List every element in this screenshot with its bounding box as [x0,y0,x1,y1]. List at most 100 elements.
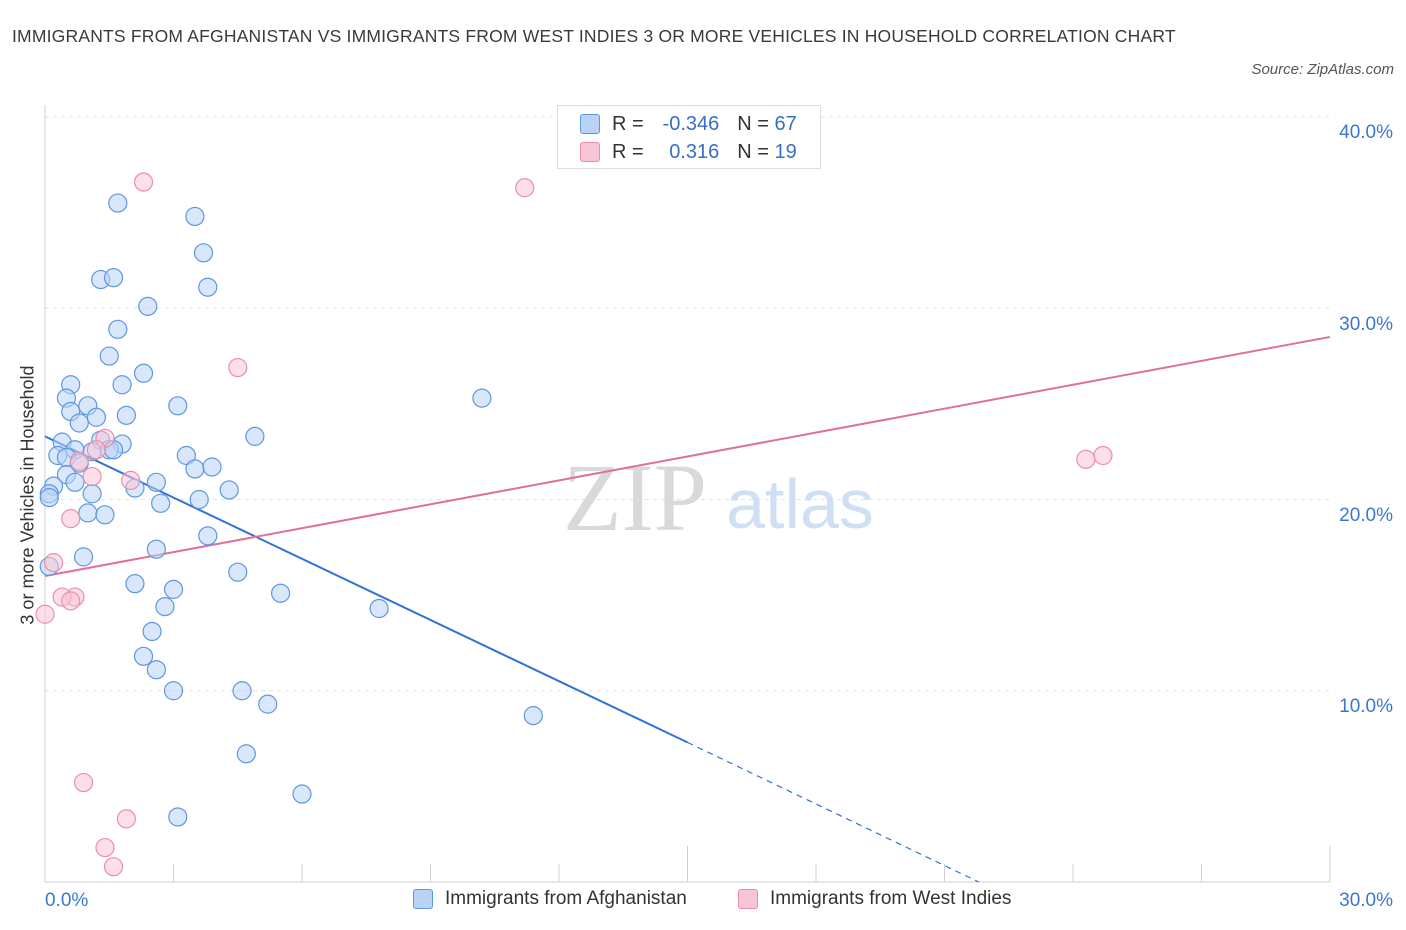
point-afghanistan [86,407,107,427]
point-west-indies [69,451,89,471]
point-afghanistan [108,319,128,339]
legend-row-afghanistan: R = -0.346 N = 67 [580,112,797,136]
gridlines [45,116,1330,692]
point-west-indies [133,172,154,192]
point-afghanistan [198,277,218,297]
legend-swatch-blue [413,889,433,909]
correlation-legend: R = -0.346 N = 67 R = 0.316 N = 19 [557,105,821,169]
point-afghanistan [125,574,145,594]
x-tick-label: 30.0% [1339,890,1393,911]
legend-n-label: N = [737,112,769,135]
point-afghanistan [133,646,154,666]
point-west-indies [43,553,64,573]
trend-line-afghanistan-extension [687,741,980,883]
trend-line-west-indies [44,335,1331,577]
legend-swatch-blue [580,114,600,134]
point-afghanistan [112,375,132,395]
point-west-indies [35,604,55,624]
point-afghanistan [168,396,188,416]
legend-n-value: 19 [774,140,797,163]
legend-n-value: 67 [774,112,797,135]
point-afghanistan [103,268,124,288]
point-afghanistan [146,660,166,680]
point-afghanistan [73,547,94,567]
point-afghanistan [69,413,89,433]
legend-row-west-indies: R = 0.316 N = 19 [580,140,797,164]
series-legend-afghanistan[interactable]: Immigrants from Afghanistan [413,888,687,910]
point-afghanistan [163,681,184,701]
point-afghanistan [219,480,239,500]
point-west-indies [86,440,107,460]
point-afghanistan [193,243,214,263]
point-afghanistan [523,706,543,726]
point-west-indies [61,509,81,529]
point-afghanistan [151,493,171,513]
y-tick-label: 20.0% [1339,505,1393,526]
point-afghanistan [198,526,218,546]
y-tick-label: 40.0% [1339,122,1393,143]
point-west-indies [95,837,115,858]
point-afghanistan [78,503,98,523]
watermark-atlas: atlas [726,465,874,543]
point-afghanistan [270,583,291,603]
point-afghanistan [155,596,175,617]
point-west-indies [228,357,248,378]
point-afghanistan [146,539,166,559]
point-afghanistan [292,784,312,804]
legend-r-value: -0.346 [662,112,720,135]
watermark-zip: ZIP [563,444,707,551]
point-afghanistan [108,193,128,213]
series-legend-west-indies[interactable]: Immigrants from West Indies [738,888,1011,910]
point-afghanistan [65,472,85,492]
point-afghanistan [95,505,115,525]
legend-r-value: 0.316 [669,140,720,163]
point-afghanistan [472,388,492,408]
point-afghanistan [168,807,188,827]
point-afghanistan [185,459,205,479]
point-west-indies [73,772,94,793]
point-afghanistan [202,457,222,477]
point-afghanistan [189,489,209,510]
y-tick-label: 30.0% [1339,314,1393,335]
point-west-indies [1093,445,1113,466]
legend-swatch-pink [738,889,758,909]
point-afghanistan [163,579,184,599]
y-axis-label: 3 or more Vehicles in Household [17,365,38,625]
point-afghanistan [39,487,59,508]
legend-r-label: R = [612,112,644,135]
point-west-indies [515,178,535,198]
point-afghanistan [82,484,102,504]
point-west-indies [103,857,124,877]
source-label: Source: ZipAtlas.com [1251,61,1394,78]
point-west-indies [1076,449,1096,469]
point-afghanistan [99,346,119,366]
trend-lines [44,335,1331,883]
point-afghanistan [236,744,256,764]
chart-title: IMMIGRANTS FROM AFGHANISTAN VS IMMIGRANT… [12,26,1176,46]
point-afghanistan [369,598,389,619]
point-west-indies [82,466,102,487]
point-afghanistan [228,562,248,582]
point-afghanistan [176,445,196,466]
point-afghanistan [245,426,265,446]
data-points [35,172,1113,877]
point-afghanistan [116,405,136,425]
point-afghanistan [142,621,162,642]
legend-n-label: N = [737,140,769,163]
y-tick-label: 10.0% [1339,696,1393,717]
point-afghanistan [138,296,158,316]
point-west-indies [61,591,81,611]
point-west-indies [116,809,136,829]
point-afghanistan [133,363,154,383]
point-afghanistan [146,472,166,492]
legend-swatch-pink [580,142,600,162]
point-afghanistan [258,694,278,714]
legend-series-label: Immigrants from West Indies [770,888,1012,909]
point-afghanistan [232,681,252,701]
legend-series-label: Immigrants from Afghanistan [445,888,687,909]
point-afghanistan [185,206,205,227]
legend-r-label: R = [612,140,644,163]
x-tick-label: 0.0% [45,890,89,911]
point-west-indies [121,470,141,490]
